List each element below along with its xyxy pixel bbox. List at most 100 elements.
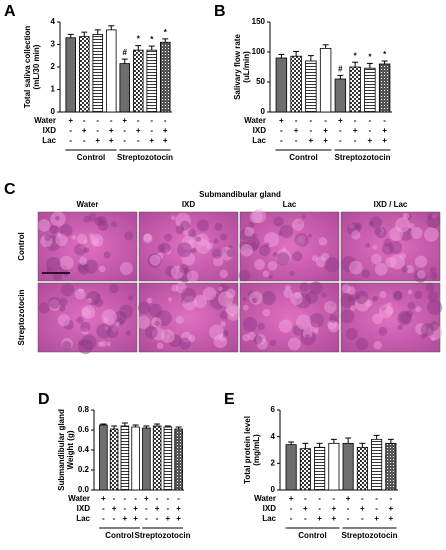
treatment-label: Water	[254, 494, 276, 503]
tissue-texture	[399, 311, 412, 324]
tissue-texture	[327, 319, 337, 330]
tissue-texture	[262, 308, 271, 317]
tissue-texture	[50, 211, 66, 227]
tissue-texture	[196, 236, 202, 242]
tissue-texture	[431, 337, 436, 342]
tissue-texture	[420, 333, 426, 339]
treatment-mark: -	[123, 136, 126, 145]
tissue-texture	[415, 306, 422, 313]
tissue-texture	[119, 261, 133, 275]
tissue-texture	[156, 252, 164, 260]
tissue-texture	[213, 334, 228, 349]
treatment-mark: +	[176, 504, 181, 513]
bar	[275, 57, 288, 113]
error-bar	[111, 425, 118, 429]
tissue-texture	[346, 286, 356, 295]
tissue-texture	[321, 292, 327, 298]
tissue-texture	[302, 328, 313, 339]
treatment-mark: -	[83, 116, 86, 125]
treatment-mark: -	[156, 514, 159, 523]
y-axis-label: Total protein level	[243, 416, 252, 484]
tissue-texture	[395, 217, 411, 233]
tissue-texture	[380, 305, 387, 311]
tissue-texture	[157, 244, 166, 253]
tissue-texture	[177, 267, 193, 283]
tissue-texture	[427, 291, 439, 302]
error-bar	[135, 45, 142, 51]
treatment-mark: -	[295, 116, 298, 125]
tissue-texture	[399, 227, 414, 241]
y-tick-label: 1	[51, 85, 56, 94]
treatment-mark: +	[112, 504, 117, 513]
error-bar	[143, 425, 150, 428]
tissue-texture	[160, 329, 175, 343]
tissue-texture	[48, 296, 61, 309]
panel-letter: E	[224, 391, 235, 408]
tissue-texture	[290, 292, 303, 305]
tissue-texture	[401, 266, 409, 273]
bar	[152, 425, 162, 491]
group-label: Control	[105, 531, 133, 540]
treatment-mark: -	[375, 494, 378, 503]
tissue-texture	[181, 331, 192, 343]
tissue-texture	[276, 252, 290, 266]
error-bar	[121, 58, 128, 64]
y-tick-label: 2	[271, 458, 276, 467]
annotation: *	[383, 50, 387, 59]
treatment-mark: +	[95, 136, 100, 145]
error-bar	[154, 423, 161, 426]
tissue-texture	[329, 314, 338, 323]
micrograph	[37, 211, 138, 282]
treatment-mark: +	[163, 126, 168, 135]
tissue-texture	[393, 290, 403, 300]
tissue-texture	[242, 333, 250, 342]
micrograph	[138, 282, 239, 353]
tissue-texture	[397, 310, 413, 326]
tissue-texture	[262, 270, 270, 278]
tissue-texture	[115, 321, 120, 326]
tissue-texture	[365, 299, 373, 308]
error-bar	[288, 441, 295, 445]
tissue-texture	[275, 249, 292, 265]
treatment-mark: +	[332, 514, 337, 523]
tissue-texture	[98, 265, 106, 273]
error-bar	[302, 442, 309, 449]
tissue-texture	[195, 233, 209, 247]
tissue-texture	[315, 256, 327, 268]
tissue-texture	[96, 293, 101, 298]
tissue-texture	[168, 334, 182, 348]
tissue-texture	[94, 216, 104, 226]
tissue-texture	[79, 257, 88, 266]
tissue-texture	[246, 237, 260, 251]
y-tick-label: 0	[51, 107, 56, 116]
row-label: Control	[17, 232, 26, 260]
tissue-texture	[220, 321, 227, 327]
tissue-texture	[294, 233, 309, 248]
tissue-texture	[164, 233, 173, 242]
tissue-texture	[324, 257, 340, 273]
column-label: Lac	[283, 200, 297, 209]
treatment-mark: -	[113, 514, 116, 523]
tissue-texture	[90, 233, 104, 248]
tissue-texture	[354, 294, 361, 300]
tissue-texture	[214, 222, 223, 231]
y-tick-label: 6	[271, 405, 276, 414]
error-bar	[278, 53, 285, 58]
tissue-texture	[429, 321, 439, 332]
tissue-texture	[81, 305, 96, 320]
bar	[319, 48, 332, 113]
tissue-texture	[378, 304, 393, 319]
error-bar	[345, 437, 352, 444]
tissue-texture	[181, 287, 196, 303]
tissue-texture	[83, 259, 98, 274]
tissue-texture	[348, 223, 354, 229]
tissue-texture	[405, 265, 415, 274]
tissue-texture	[213, 238, 219, 244]
bar	[92, 33, 104, 113]
bar	[356, 446, 368, 491]
tissue-texture	[220, 247, 234, 261]
tissue-texture	[242, 316, 258, 332]
treatment-mark: -	[69, 126, 72, 135]
treatment-mark: +	[155, 504, 160, 513]
treatment-mark: +	[101, 494, 106, 503]
